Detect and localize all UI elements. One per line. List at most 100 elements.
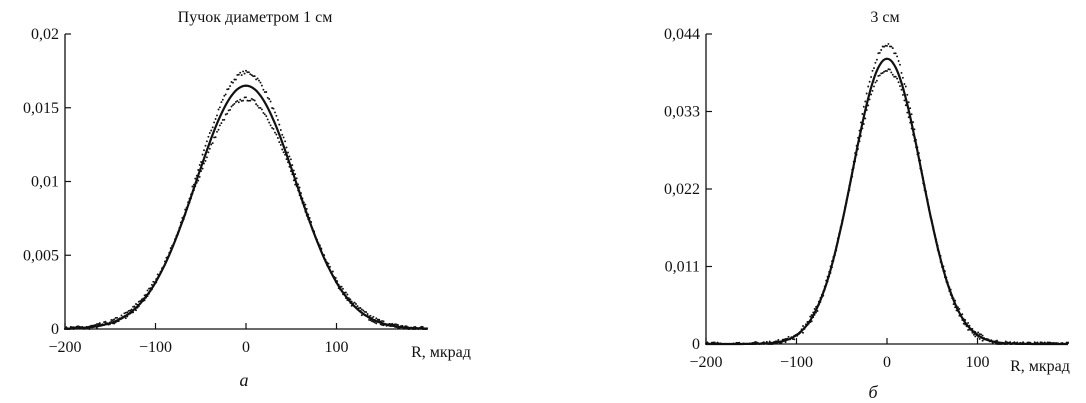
- data-point: [169, 250, 172, 252]
- data-point: [981, 339, 984, 342]
- data-point: [205, 140, 208, 143]
- data-point: [269, 100, 272, 103]
- data-point: [865, 92, 868, 95]
- data-point: [379, 323, 382, 326]
- data-point: [126, 315, 129, 318]
- data-point: [156, 276, 159, 279]
- data-point: [210, 143, 213, 146]
- data-point: [207, 151, 210, 154]
- data-point: [381, 319, 384, 322]
- data-point: [229, 85, 232, 88]
- data-point: [197, 179, 200, 182]
- data-point: [781, 340, 784, 343]
- data-point: [833, 254, 836, 257]
- data-point: [326, 264, 329, 267]
- y-tick-label: 0,022: [664, 181, 700, 198]
- data-point: [939, 261, 942, 263]
- data-point: [334, 281, 337, 283]
- data-point: [868, 98, 871, 101]
- data-point: [310, 224, 313, 227]
- data-point: [349, 301, 352, 304]
- data-point: [113, 318, 116, 321]
- data-point: [917, 152, 920, 155]
- data-point: [372, 320, 375, 323]
- data-point: [820, 296, 823, 299]
- data-point: [848, 189, 851, 192]
- data-point: [861, 113, 864, 115]
- data-point: [124, 311, 127, 314]
- data-point: [1007, 341, 1010, 344]
- data-point: [192, 189, 195, 192]
- data-point: [159, 270, 162, 273]
- data-point: [819, 296, 822, 299]
- data-point: [831, 266, 833, 269]
- data-point: [980, 333, 983, 336]
- data-point: [793, 338, 796, 341]
- data-point: [216, 130, 218, 133]
- data-point: [781, 338, 784, 341]
- data-point: [236, 73, 239, 76]
- data-point: [233, 102, 236, 105]
- data-point: [237, 101, 240, 104]
- data-point: [143, 299, 146, 302]
- data-point: [197, 169, 200, 171]
- data-point: [130, 308, 133, 311]
- data-point: [175, 234, 178, 237]
- data-point: [1022, 341, 1025, 344]
- data-point: [292, 169, 295, 172]
- data-point: [894, 75, 897, 78]
- data-point: [382, 320, 385, 323]
- data-point: [803, 327, 806, 330]
- data-point: [343, 293, 346, 296]
- data-point: [230, 81, 233, 83]
- data-point: [111, 322, 114, 325]
- data-point: [243, 72, 246, 75]
- data-point: [975, 332, 978, 335]
- data-point: [311, 227, 314, 230]
- data-point: [382, 324, 385, 327]
- data-point: [881, 72, 884, 74]
- data-point: [71, 326, 74, 329]
- data-point: [171, 244, 174, 247]
- data-point: [265, 115, 268, 118]
- data-point: [326, 261, 329, 264]
- data-point: [833, 252, 836, 255]
- data-point: [391, 322, 394, 325]
- data-point: [136, 306, 139, 309]
- data-point: [227, 109, 230, 112]
- data-point: [278, 141, 281, 144]
- data-point: [77, 325, 79, 328]
- data-point: [103, 323, 106, 326]
- series-dotted-line: [705, 68, 1069, 345]
- data-point: [369, 314, 372, 317]
- data-point: [962, 322, 965, 325]
- data-point: [777, 338, 780, 341]
- data-point: [887, 68, 890, 71]
- data-point: [820, 293, 823, 296]
- data-point: [242, 99, 245, 102]
- data-point: [291, 173, 294, 176]
- data-point: [217, 128, 220, 131]
- data-point: [891, 47, 894, 50]
- data-point: [784, 337, 787, 340]
- data-point: [321, 253, 324, 256]
- data-point: [342, 287, 344, 290]
- data-point: [178, 226, 181, 229]
- data-point: [936, 249, 939, 251]
- data-point: [176, 231, 179, 234]
- data-point: [768, 340, 771, 343]
- data-point: [848, 184, 851, 187]
- data-point: [388, 324, 391, 327]
- data-point: [297, 183, 300, 186]
- data-point: [1016, 341, 1019, 344]
- data-point: [323, 254, 326, 257]
- data-point: [304, 210, 307, 213]
- data-point: [79, 326, 82, 329]
- data-point: [357, 307, 360, 310]
- data-point: [121, 316, 124, 318]
- data-point: [132, 305, 135, 308]
- data-point: [851, 175, 854, 178]
- x-tick-label: −200: [48, 339, 81, 356]
- data-point: [1040, 341, 1043, 344]
